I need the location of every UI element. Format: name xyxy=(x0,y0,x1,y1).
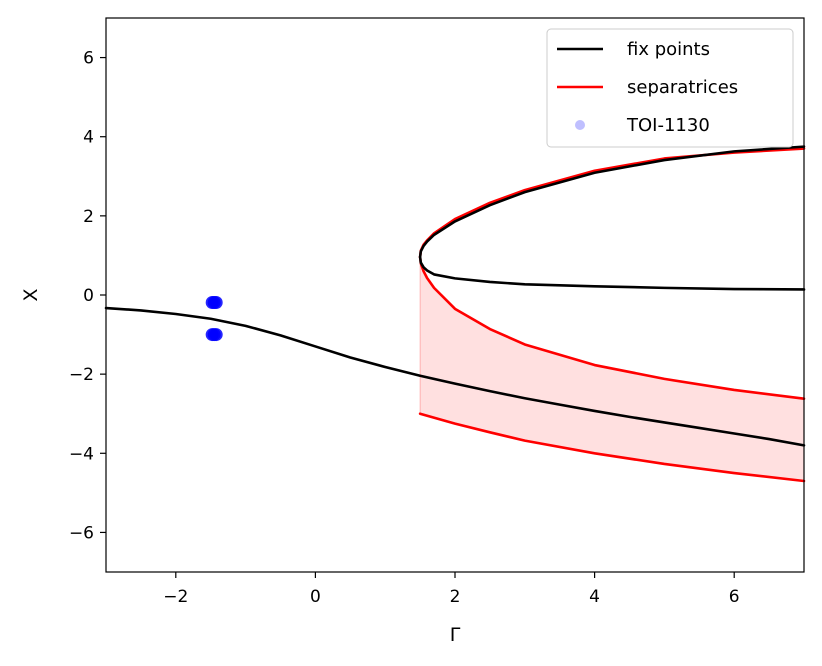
legend-fix-points-label: fix points xyxy=(627,39,710,60)
series-fix-points-line-1 xyxy=(104,306,806,447)
ticks: −2 0 2 4 6 −6 −4 −2 0 2 4 6 xyxy=(69,49,740,607)
series-separatrices-line-2 xyxy=(418,255,806,400)
x-tick-label: 0 xyxy=(310,587,321,607)
y-tick-label: 6 xyxy=(83,49,94,69)
y-tick-label: 0 xyxy=(83,286,94,306)
y-tick-label: 4 xyxy=(83,128,94,148)
x-tick-label: −2 xyxy=(163,587,188,607)
point-toi-1130-1-halo xyxy=(209,296,223,310)
legend-toi-swatch xyxy=(575,120,585,130)
x-axis-label: Γ xyxy=(450,624,461,646)
point-toi-1130-2-halo xyxy=(209,328,223,342)
y-tick-label: 2 xyxy=(83,207,94,227)
y-tick-label: −4 xyxy=(69,444,94,464)
legend-box xyxy=(546,28,794,148)
legend-toi-label: TOI-1130 xyxy=(626,115,710,136)
series-fix-points-line-3 xyxy=(418,255,806,291)
x-tick-label: 4 xyxy=(589,587,600,607)
plot-area xyxy=(104,145,806,483)
series-fix-points-line-2 xyxy=(418,145,806,259)
legend: fix points separatrices TOI-1130 xyxy=(546,28,794,148)
series-separatrices-line-3 xyxy=(418,412,806,483)
x-tick-label: 6 xyxy=(729,587,740,607)
legend-separatrices-label: separatrices xyxy=(627,77,738,98)
y-tick-label: −6 xyxy=(69,523,94,543)
x-tick-label: 2 xyxy=(450,587,461,607)
y-axis-label: X xyxy=(20,288,42,301)
y-tick-label: −2 xyxy=(69,365,94,385)
